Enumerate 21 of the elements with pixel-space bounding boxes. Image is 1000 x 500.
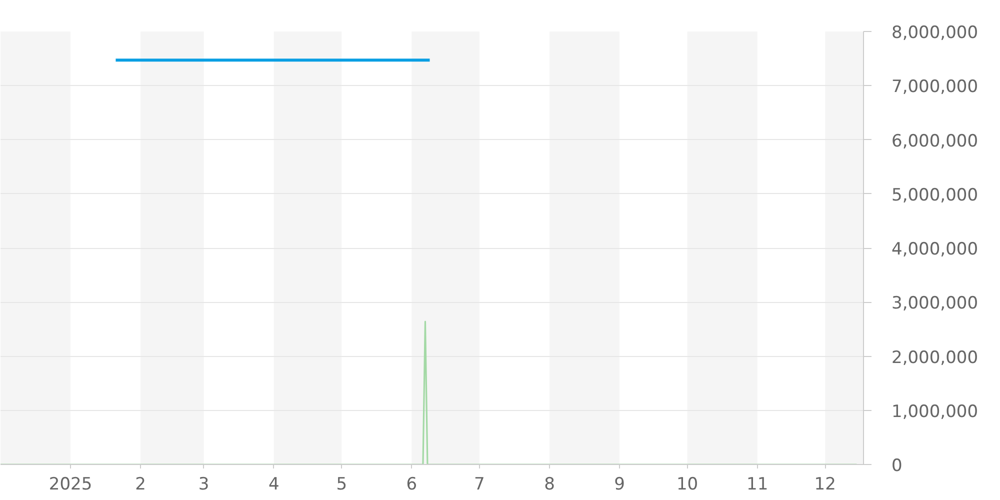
x-tick-label: 10 bbox=[676, 474, 698, 494]
x-tick-label: 4 bbox=[268, 474, 280, 494]
y-tick-label: 7,000,000 bbox=[892, 77, 978, 98]
y-tick-label: 5,000,000 bbox=[892, 185, 978, 206]
x-tick-label: 12 bbox=[814, 474, 836, 494]
x-tick-label: 3 bbox=[198, 474, 210, 494]
y-tick-label: 6,000,000 bbox=[892, 131, 978, 152]
x-tick-label: 8 bbox=[544, 474, 555, 494]
x-tick-label: 9 bbox=[614, 474, 625, 494]
x-tick-label: 6 bbox=[406, 474, 418, 494]
x-tick-label: 5 bbox=[336, 474, 348, 494]
x-tick-label: 7 bbox=[474, 474, 485, 494]
y-tick-label: 0 bbox=[892, 456, 902, 476]
y-tick-label: 2,000,000 bbox=[892, 348, 978, 368]
y-tick-label: 3,000,000 bbox=[892, 294, 978, 314]
y-tick-label: 8,000,000 bbox=[892, 23, 978, 43]
y-tick-label: 1,000,000 bbox=[892, 402, 978, 422]
x-tick-label: 11 bbox=[746, 474, 768, 494]
x-tick-label: 2025 bbox=[48, 474, 92, 494]
y-tick-label: 4,000,000 bbox=[892, 240, 978, 260]
x-tick-label: 2 bbox=[135, 474, 146, 494]
